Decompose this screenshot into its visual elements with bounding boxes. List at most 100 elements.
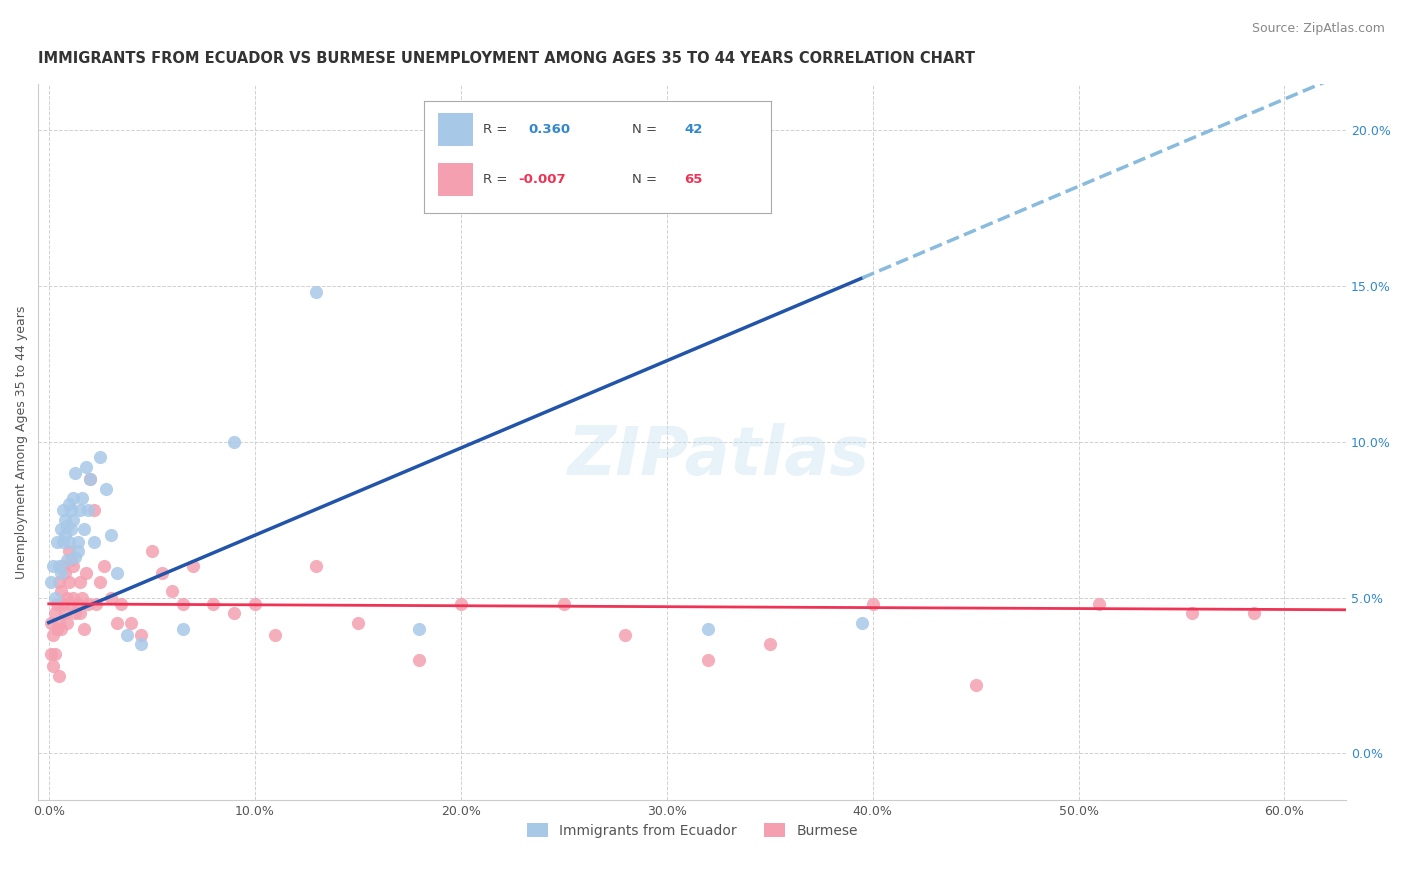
Point: [66, 534, 89, 549]
Point: [56, 615, 79, 630]
Point: [49, 622, 72, 636]
Point: [73, 622, 96, 636]
Point: [52, 534, 75, 549]
Point: [60, 522, 83, 536]
Point: [89, 575, 111, 590]
Point: [53, 528, 76, 542]
Point: [1088, 597, 1111, 611]
Point: [62, 491, 84, 505]
Point: [162, 584, 184, 599]
Point: [66, 544, 89, 558]
Point: [965, 678, 987, 692]
Point: [73, 522, 96, 536]
Point: [84, 597, 107, 611]
Point: [53, 566, 76, 580]
Point: [52, 597, 75, 611]
Legend: Immigrants from Ecuador, Burmese: Immigrants from Ecuador, Burmese: [522, 817, 863, 844]
Point: [49, 566, 72, 580]
Point: [346, 615, 368, 630]
Point: [46, 597, 69, 611]
Point: [851, 615, 873, 630]
Point: [141, 544, 163, 558]
Point: [115, 628, 138, 642]
Point: [49, 522, 72, 536]
Point: [79, 472, 101, 486]
Point: [56, 591, 79, 605]
Point: [553, 597, 575, 611]
Point: [1243, 606, 1265, 620]
Point: [48, 615, 70, 630]
Point: [131, 637, 153, 651]
Point: [58, 497, 80, 511]
Point: [39, 615, 62, 630]
Text: IMMIGRANTS FROM ECUADOR VS BURMESE UNEMPLOYMENT AMONG AGES 35 TO 44 YEARS CORREL: IMMIGRANTS FROM ECUADOR VS BURMESE UNEMP…: [38, 51, 976, 66]
Point: [96, 482, 118, 496]
Point: [105, 566, 128, 580]
Point: [83, 503, 105, 517]
Point: [52, 559, 75, 574]
Point: [172, 622, 194, 636]
Point: [100, 591, 122, 605]
Point: [44, 647, 66, 661]
Point: [70, 591, 93, 605]
Point: [100, 528, 122, 542]
Point: [408, 653, 430, 667]
Point: [202, 597, 225, 611]
Point: [305, 559, 328, 574]
Point: [44, 591, 66, 605]
Point: [62, 559, 84, 574]
Point: [75, 566, 97, 580]
Point: [39, 647, 62, 661]
Point: [62, 513, 84, 527]
Point: [53, 513, 76, 527]
Point: [48, 559, 70, 574]
Point: [58, 575, 80, 590]
Text: ZIPatlas: ZIPatlas: [568, 423, 869, 489]
Point: [42, 628, 65, 642]
Point: [76, 503, 98, 517]
Point: [65, 606, 87, 620]
Point: [75, 459, 97, 474]
Point: [69, 575, 91, 590]
Point: [131, 628, 153, 642]
Point: [93, 559, 115, 574]
Point: [222, 606, 245, 620]
Point: [120, 615, 142, 630]
Point: [42, 659, 65, 673]
Point: [1181, 606, 1204, 620]
Point: [105, 615, 128, 630]
Point: [696, 622, 718, 636]
Point: [56, 519, 79, 533]
Point: [89, 450, 111, 465]
Point: [172, 597, 194, 611]
Point: [150, 566, 173, 580]
Point: [305, 285, 328, 300]
Point: [70, 491, 93, 505]
Point: [408, 622, 430, 636]
Point: [58, 534, 80, 549]
Point: [44, 606, 66, 620]
Point: [52, 503, 75, 517]
Point: [39, 575, 62, 590]
Point: [222, 434, 245, 449]
Point: [66, 597, 89, 611]
Point: [60, 503, 83, 517]
Point: [65, 466, 87, 480]
Point: [58, 544, 80, 558]
Point: [862, 597, 884, 611]
Point: [42, 559, 65, 574]
Point: [181, 559, 204, 574]
Point: [46, 622, 69, 636]
Point: [79, 472, 101, 486]
Point: [48, 575, 70, 590]
Point: [46, 534, 69, 549]
Point: [110, 597, 132, 611]
Point: [83, 534, 105, 549]
Point: [264, 628, 287, 642]
Point: [450, 597, 472, 611]
Point: [69, 503, 91, 517]
Y-axis label: Unemployment Among Ages 35 to 44 years: Unemployment Among Ages 35 to 44 years: [15, 305, 28, 579]
Point: [49, 584, 72, 599]
Point: [76, 597, 98, 611]
Point: [60, 553, 83, 567]
